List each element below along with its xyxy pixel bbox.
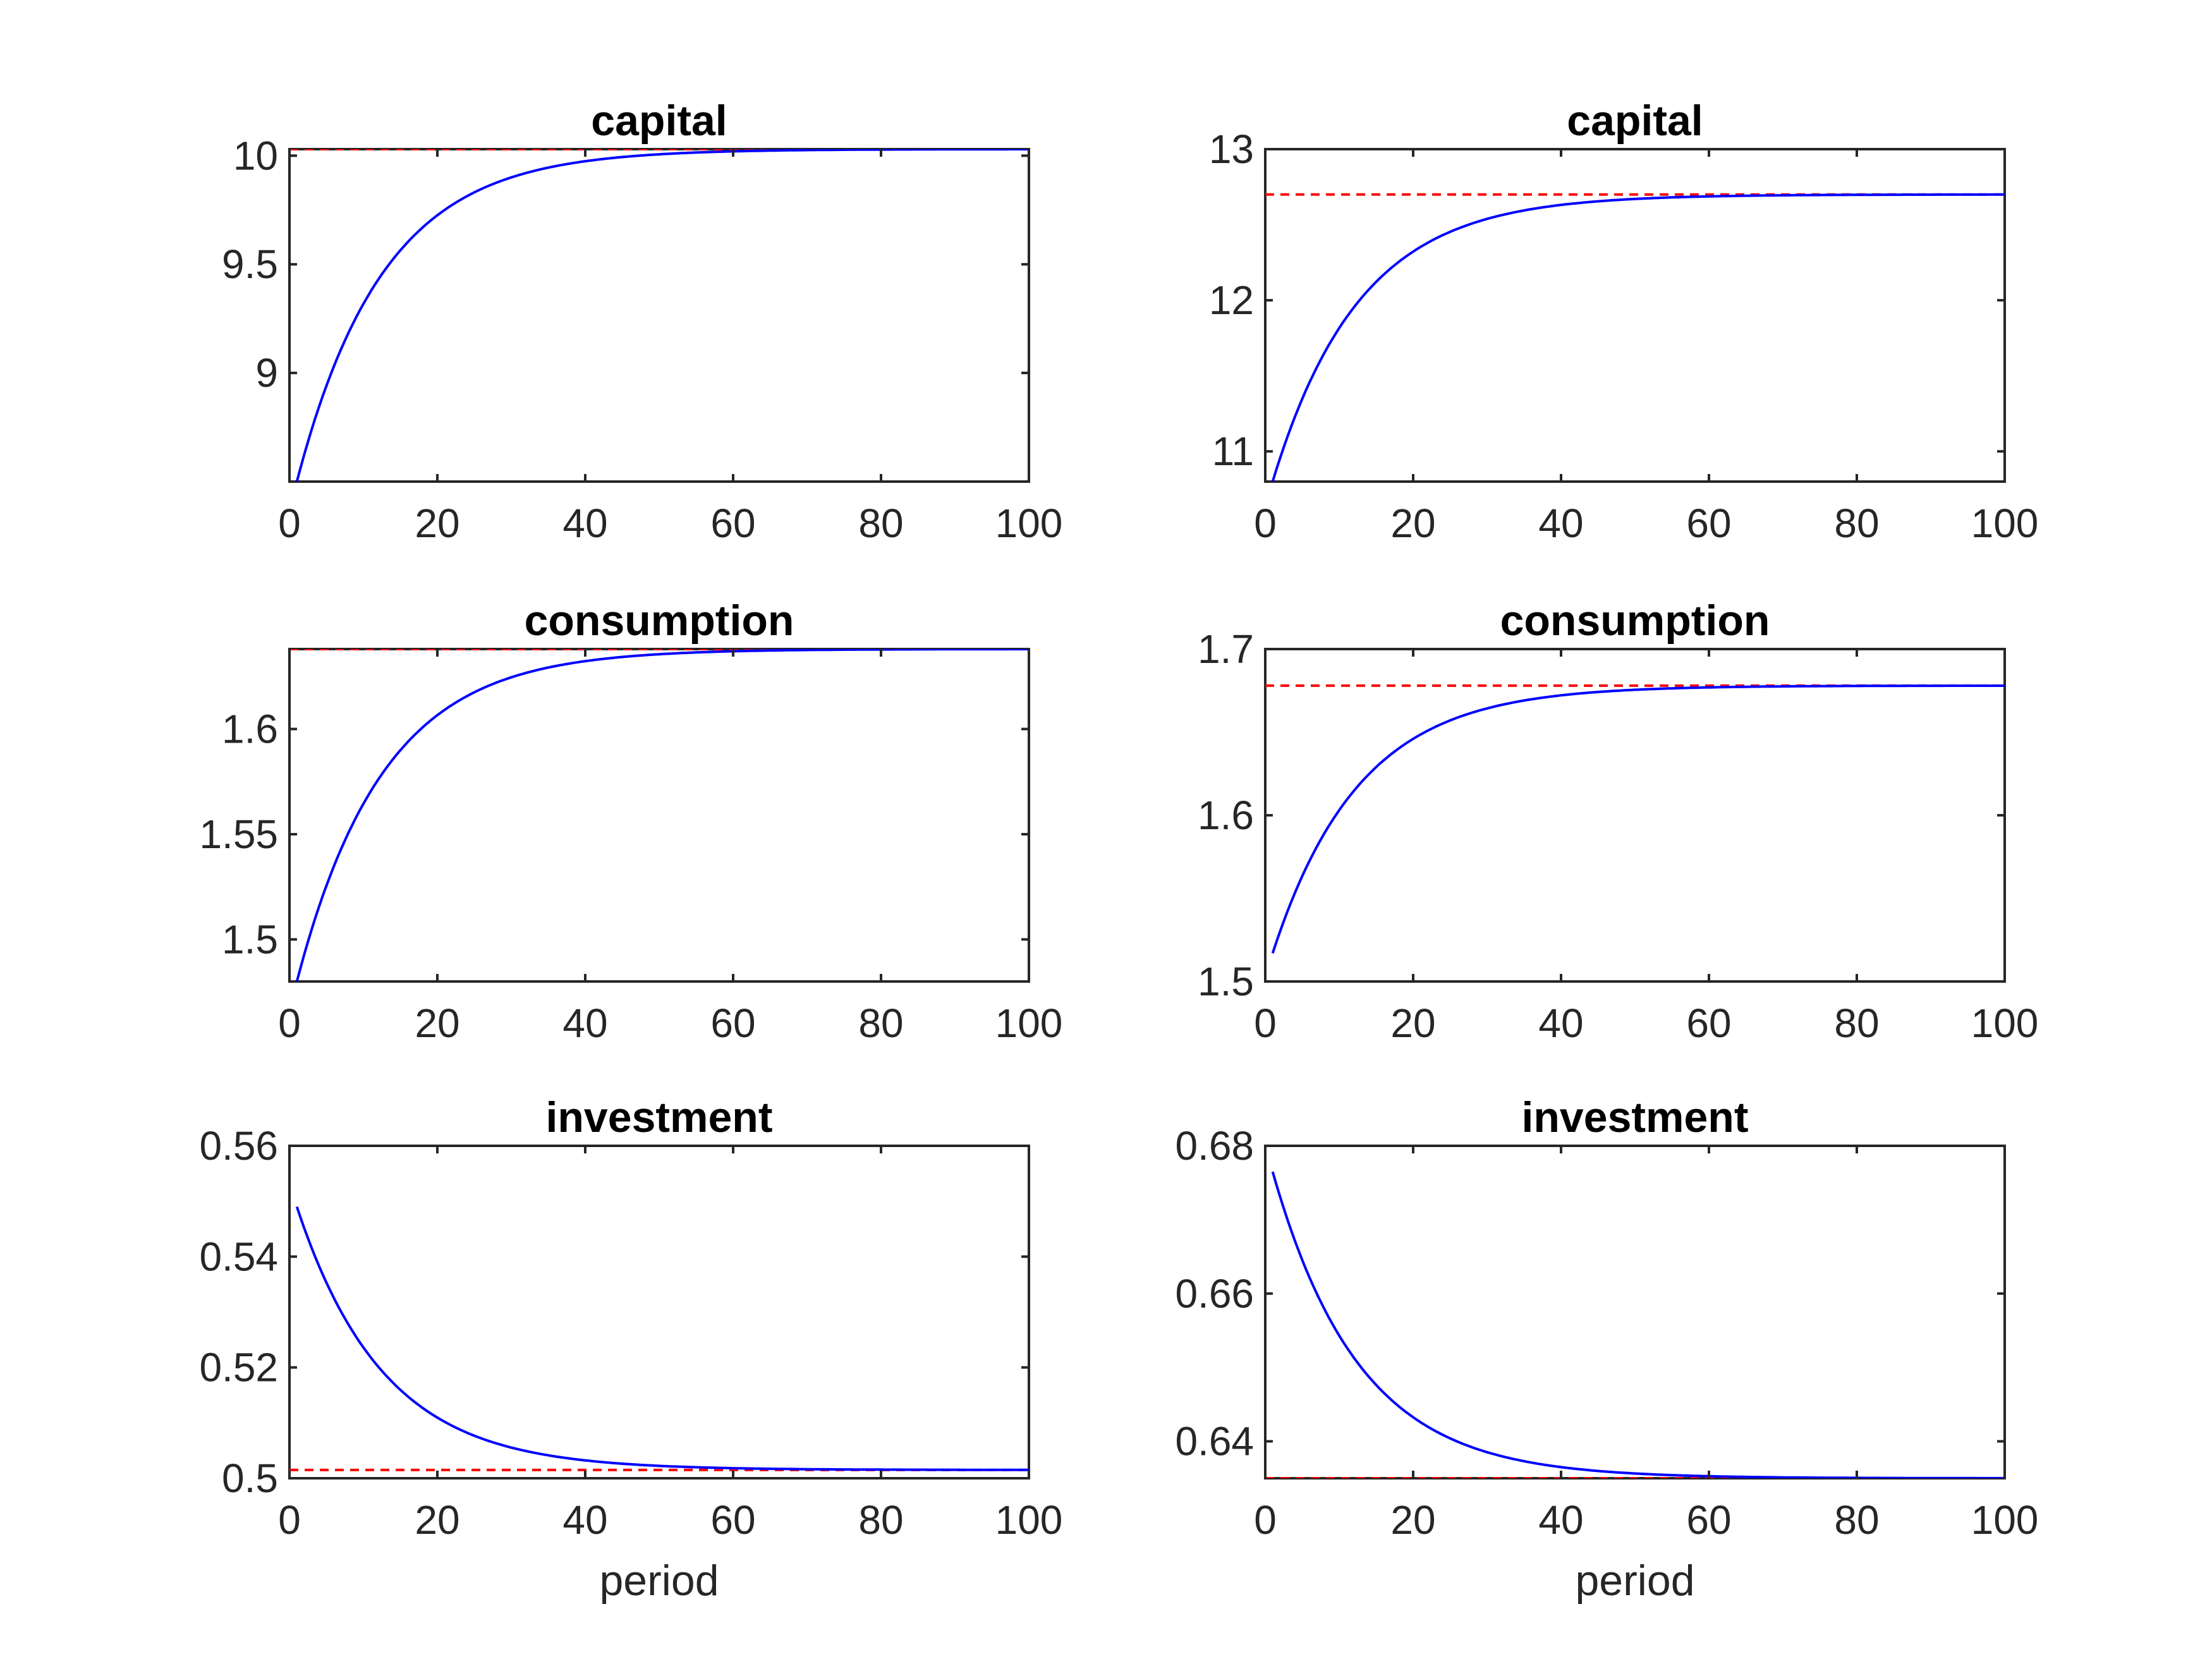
panel-investment-right: 0 20 40 60 80 100 0.64 0.66 0.68 investment period <box>1175 1093 2038 1605</box>
x-tick-label: 80 <box>1834 1000 1879 1046</box>
transition-path-line <box>1271 684 2005 954</box>
x-tick-label: 100 <box>995 1497 1063 1543</box>
axes-frame <box>1264 648 2006 983</box>
x-tick-label: 60 <box>710 1497 755 1543</box>
y-tick-label: 12 <box>1209 277 1254 323</box>
axes-frame <box>288 148 1030 483</box>
x-tick-label: 60 <box>710 1000 755 1046</box>
y-tick-label: 1.6 <box>1198 793 1254 838</box>
x-tick-label: 0 <box>1254 501 1277 546</box>
x-tick-label: 40 <box>562 501 607 546</box>
x-tick-label: 40 <box>1538 1497 1583 1543</box>
x-tick-label: 20 <box>1390 1000 1435 1046</box>
x-tick-label: 20 <box>415 1497 459 1543</box>
x-tick-label: 40 <box>562 1000 607 1046</box>
y-tick-label: 0.66 <box>1175 1271 1254 1316</box>
transition-path-line <box>295 1206 1029 1471</box>
y-tick-label: 0.52 <box>199 1345 278 1390</box>
transition-path-line <box>295 149 1029 482</box>
axes-frame <box>1264 1145 2006 1480</box>
panel-title: consumption <box>525 597 794 645</box>
x-tick-label: 60 <box>710 501 755 546</box>
x-tick-label: 80 <box>1834 501 1879 546</box>
y-tick-label: 1.5 <box>1198 959 1254 1004</box>
x-tick-label: 100 <box>1971 1497 2039 1543</box>
panel-consumption-right: 0 20 40 60 80 100 1.5 1.6 1.7 consumption <box>1198 597 2038 1046</box>
y-tick-label: 1.7 <box>1198 626 1254 672</box>
panel-capital-right: 0 20 40 60 80 100 11 12 13 capital <box>1209 97 2039 546</box>
x-tick-label: 0 <box>1254 1000 1277 1046</box>
x-tick-label: 0 <box>278 1000 301 1046</box>
transition-path-line <box>1271 1171 2005 1478</box>
panel-capital-left: 0 20 40 60 80 100 9 9.5 10 capital <box>222 97 1062 546</box>
x-axis-label: period <box>1575 1557 1694 1605</box>
y-tick-label: 9 <box>255 350 278 396</box>
panel-title: investment <box>546 1093 773 1141</box>
panel-investment-left: 0 20 40 60 80 100 0.5 0.52 0.54 0.56 investment per… <box>199 1093 1062 1605</box>
x-tick-label: 80 <box>858 1000 903 1046</box>
x-tick-label: 40 <box>562 1497 607 1543</box>
x-tick-label: 80 <box>1834 1497 1879 1543</box>
y-tick-label: 11 <box>1212 428 1254 474</box>
x-tick-label: 0 <box>1254 1497 1277 1543</box>
x-tick-label: 40 <box>1538 501 1583 546</box>
panel-title: capital <box>591 97 727 145</box>
x-tick-label: 0 <box>278 1497 301 1543</box>
y-tick-label: 13 <box>1209 126 1254 172</box>
axes-frame <box>288 648 1030 983</box>
panel-title: capital <box>1567 97 1703 145</box>
y-tick-label: 1.55 <box>199 811 278 857</box>
x-tick-label: 20 <box>415 501 459 546</box>
x-tick-label: 20 <box>415 1000 459 1046</box>
y-tick-label: 1.5 <box>222 916 278 962</box>
x-tick-label: 60 <box>1686 1497 1731 1543</box>
panel-consumption-left: 0 20 40 60 80 100 1.5 1.55 1.6 consumption <box>199 597 1062 1046</box>
x-tick-label: 20 <box>1390 501 1435 546</box>
y-tick-label: 9.5 <box>222 241 278 287</box>
y-tick-label: 10 <box>233 133 278 178</box>
x-tick-label: 80 <box>858 501 903 546</box>
panel-title: investment <box>1522 1093 1749 1141</box>
panel-title: consumption <box>1500 597 1770 645</box>
y-tick-label: 0.5 <box>222 1455 278 1501</box>
x-tick-label: 100 <box>995 1000 1063 1046</box>
transition-path-line <box>1271 193 2005 482</box>
transition-path-line <box>295 649 1029 981</box>
x-tick-label: 80 <box>858 1497 903 1543</box>
x-tick-label: 100 <box>995 501 1063 546</box>
x-tick-label: 100 <box>1971 501 2039 546</box>
x-tick-label: 40 <box>1538 1000 1583 1046</box>
y-tick-label: 0.56 <box>199 1123 278 1169</box>
axes-frame <box>288 1145 1030 1480</box>
y-tick-label: 0.54 <box>199 1234 278 1279</box>
axes-frame <box>1264 148 2006 483</box>
x-tick-label: 0 <box>278 501 301 546</box>
x-tick-label: 60 <box>1686 501 1731 546</box>
x-tick-label: 100 <box>1971 1000 2039 1046</box>
x-tick-label: 20 <box>1390 1497 1435 1543</box>
y-tick-label: 0.64 <box>1175 1419 1254 1464</box>
x-axis-label: period <box>599 1557 719 1605</box>
y-tick-label: 0.68 <box>1175 1123 1254 1169</box>
x-tick-label: 60 <box>1686 1000 1731 1046</box>
y-tick-label: 1.6 <box>222 707 278 752</box>
